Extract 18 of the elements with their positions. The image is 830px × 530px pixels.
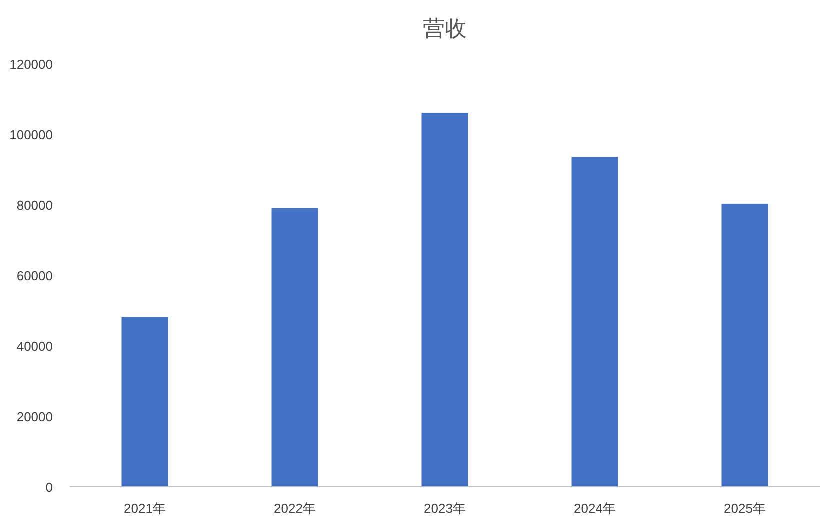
y-tick-label: 60000 bbox=[16, 268, 53, 284]
bar bbox=[722, 204, 768, 487]
y-tick-label: 120000 bbox=[10, 57, 53, 72]
x-tick-label: 2022年 bbox=[274, 501, 316, 516]
bar bbox=[422, 112, 468, 487]
y-tick-label: 40000 bbox=[16, 339, 53, 354]
x-tick-label: 2024年 bbox=[574, 501, 616, 516]
x-tick-label: 2025年 bbox=[724, 501, 766, 516]
y-tick-label: 80000 bbox=[16, 198, 53, 213]
bar bbox=[572, 157, 618, 487]
bar bbox=[122, 317, 168, 487]
x-tick-label: 2021年 bbox=[124, 501, 166, 516]
x-tick-label: 2023年 bbox=[424, 501, 466, 516]
y-tick-label: 20000 bbox=[16, 410, 53, 424]
y-tick-label: 0 bbox=[46, 480, 53, 495]
chart-title: 营收 bbox=[423, 16, 467, 41]
bar bbox=[272, 208, 318, 487]
y-tick-label: 100000 bbox=[10, 128, 53, 142]
